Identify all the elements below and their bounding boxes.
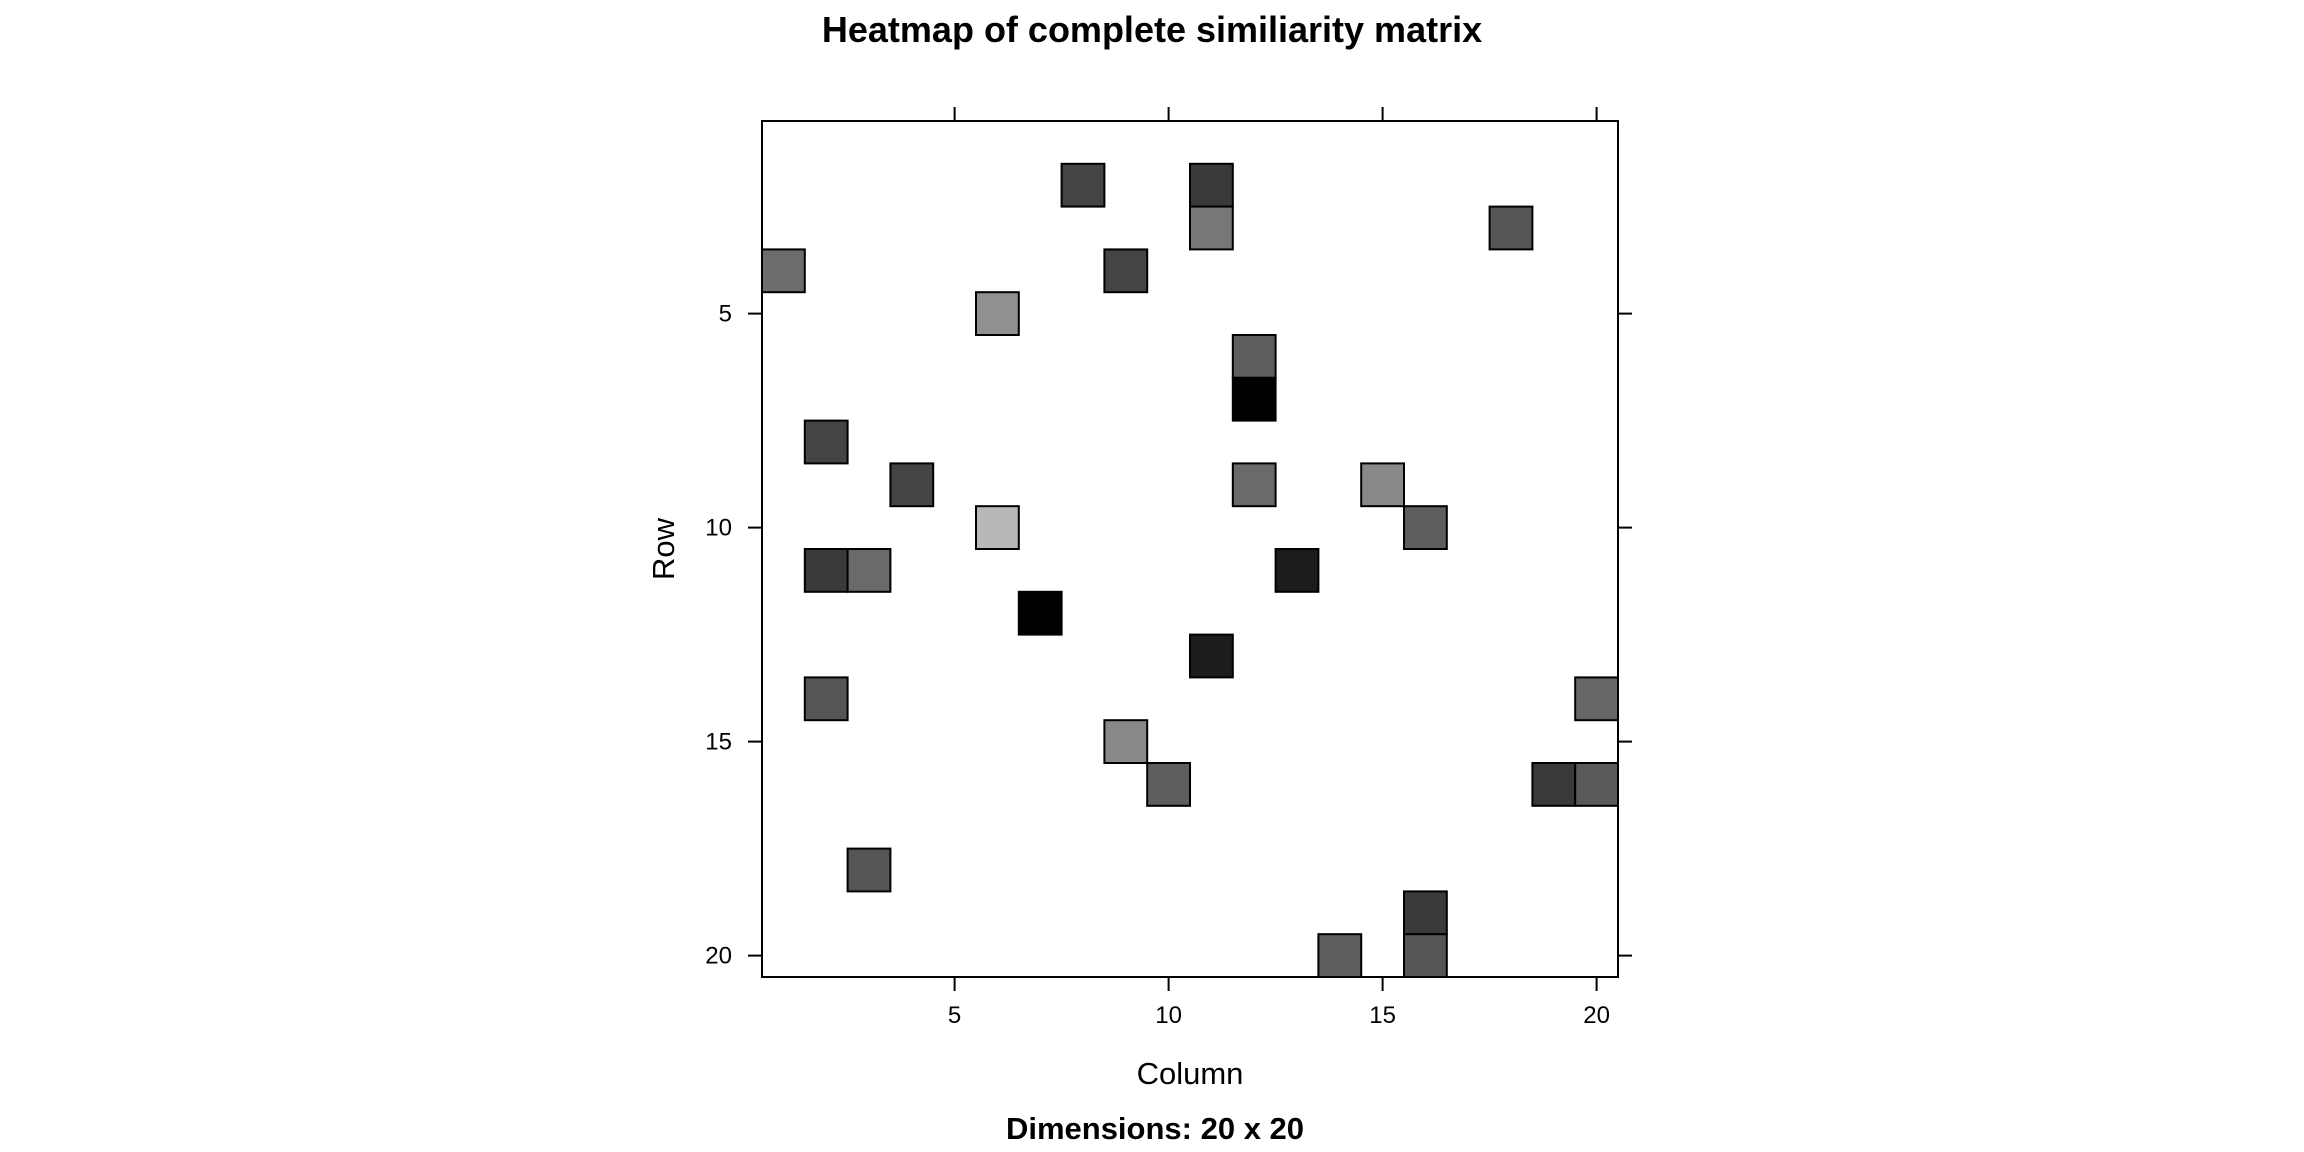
chart-title: Heatmap of complete similiarity matrix: [822, 9, 1482, 50]
heatmap-cell: [1274, 548, 1320, 593]
heatmap-cell: [975, 505, 1020, 551]
heatmap-cell: [1403, 890, 1448, 936]
heatmap-cell: [846, 548, 892, 593]
heatmap-cell: [1231, 462, 1277, 508]
heatmap-cell: [1060, 162, 1106, 208]
heatmap-cell: [1146, 762, 1191, 807]
heatmap-cell: [1403, 933, 1448, 979]
y-tick-label: 20: [705, 943, 732, 970]
heatmap-cell: [1403, 505, 1448, 551]
axis-ticks: 5 10 15 20 5 10 15 20: [705, 107, 1632, 1029]
y-tick-label: 5: [719, 301, 732, 328]
heatmap-cell: [761, 248, 806, 294]
heatmap-cell: [889, 462, 935, 508]
heatmap-cell: [1531, 762, 1577, 807]
y-tick-label: 15: [705, 729, 732, 756]
x-axis-label: Column: [1137, 1056, 1244, 1091]
heatmap-cell: [1317, 933, 1363, 979]
x-tick-label: 20: [1583, 1002, 1610, 1029]
heatmap-cell: [1231, 334, 1277, 379]
heatmap-cell: [1103, 719, 1149, 765]
heatmap-cell: [846, 847, 892, 893]
plot-frame: [761, 120, 1619, 978]
heatmap-cell: [1574, 676, 1619, 722]
heatmap-cell: [1360, 462, 1405, 508]
heatmap-cell: [1231, 376, 1277, 422]
heatmap-cell: [1189, 205, 1234, 251]
heatmap-cells: [761, 162, 1619, 979]
chart-subtitle: Dimensions: 20 x 20: [1006, 1111, 1304, 1146]
y-tick-label: 10: [705, 515, 732, 542]
heatmap-cell: [1189, 633, 1234, 679]
heatmap-cell: [803, 419, 849, 465]
x-tick-label: 5: [948, 1002, 961, 1029]
heatmap-cell: [1488, 205, 1534, 251]
heatmap-cell: [803, 548, 849, 593]
x-tick-label: 15: [1369, 1002, 1396, 1029]
heatmap-cell: [803, 676, 849, 722]
x-tick-label: 10: [1155, 1002, 1182, 1029]
heatmap-cell: [1017, 590, 1063, 636]
y-axis-label: Row: [646, 517, 681, 580]
heatmap-cell: [1103, 248, 1149, 294]
heatmap-cell: [1574, 762, 1619, 807]
heatmap-cell: [1189, 162, 1234, 208]
heatmap-cell: [975, 291, 1020, 337]
